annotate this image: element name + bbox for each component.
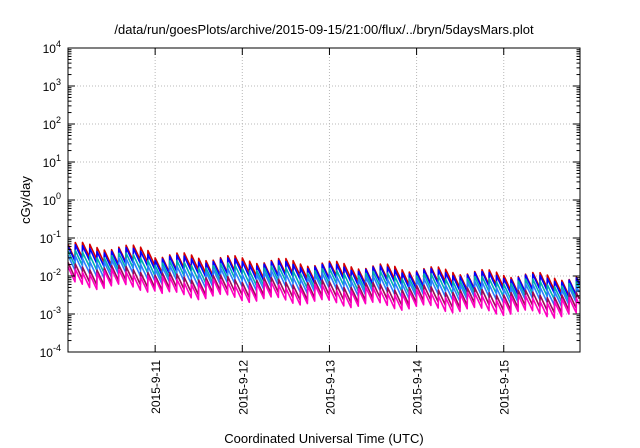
y-tick-label: 10-1 (40, 229, 61, 246)
axis-ticks (68, 47, 580, 353)
y-tick-label: 10-2 (40, 267, 61, 284)
y-tick-label: 10-4 (40, 343, 61, 360)
x-tick-label: 2015-9-13 (323, 360, 337, 415)
series-line-5 (67, 266, 580, 319)
y-tick-labels: 10-4 10-3 10-2 10-1 100 101 102 103 104 (40, 39, 61, 360)
data-series (67, 241, 580, 319)
x-tick-label: 2015-9-12 (236, 360, 250, 415)
series-line-4 (67, 262, 580, 314)
y-tick-label: 104 (43, 39, 61, 56)
y-axis-label: cGy/day (18, 176, 33, 224)
series-line-3 (67, 254, 580, 308)
series-line-1 (67, 244, 580, 299)
y-tick-label: 103 (43, 77, 61, 94)
y-tick-label: 100 (43, 191, 61, 208)
y-tick-label: 101 (43, 153, 61, 170)
x-tick-label: 2015-9-11 (149, 360, 163, 414)
x-tick-label: 2015-9-14 (411, 360, 425, 415)
y-tick-label: 102 (43, 115, 61, 132)
x-tick-labels: 2015-9-11 2015-9-12 2015-9-13 2015-9-14 2015… (149, 360, 512, 415)
y-tick-label: 10-3 (40, 305, 61, 322)
x-tick-label: 2015-9-15 (498, 360, 512, 415)
series-line-2 (67, 249, 580, 303)
chart-title: /data/run/goesPlots/archive/2015-09-15/2… (114, 22, 534, 37)
x-axis-label: Coordinated Universal Time (UTC) (224, 431, 423, 446)
